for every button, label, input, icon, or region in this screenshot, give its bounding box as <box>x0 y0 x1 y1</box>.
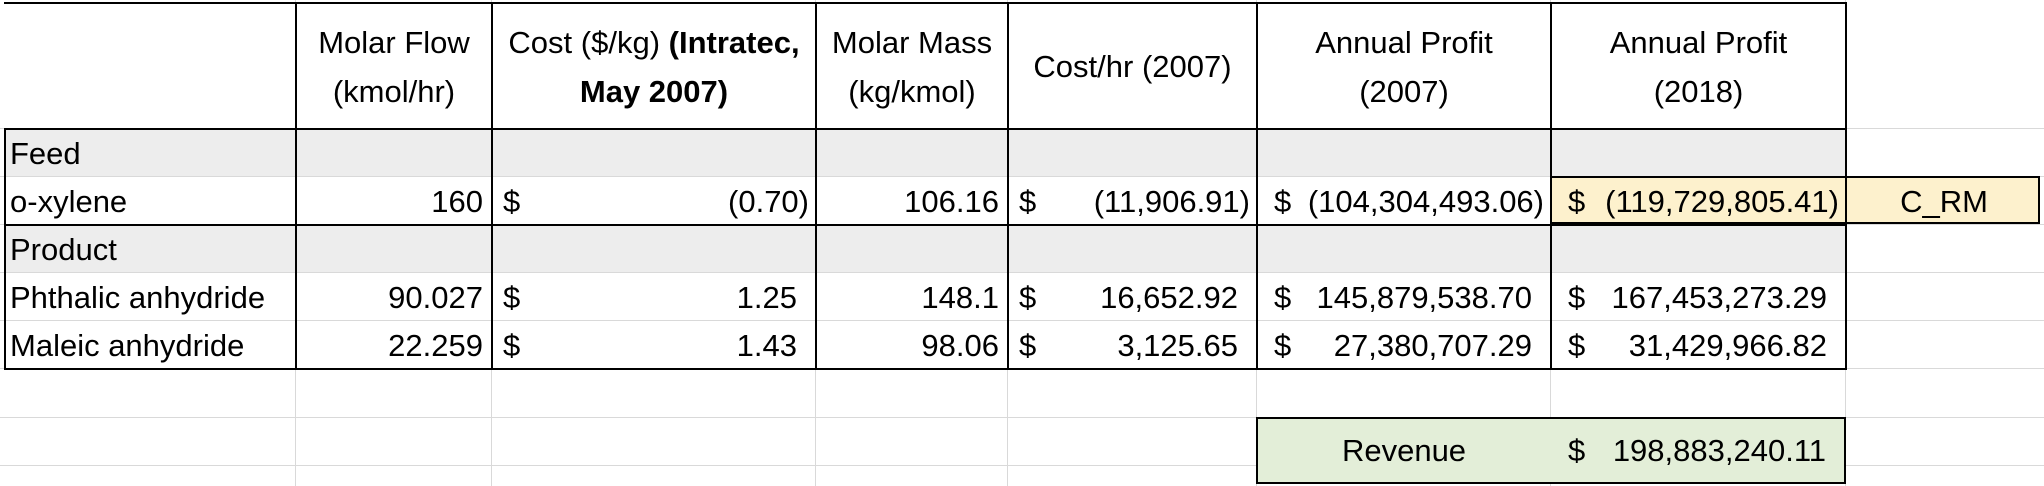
molar-mass-cell[interactable]: 106.16 <box>904 183 999 219</box>
cost-cell[interactable]: 1.25 <box>736 279 797 315</box>
revenue-label[interactable]: Revenue <box>1341 433 1467 468</box>
profit-2007-cell[interactable]: 145,879,538.70 <box>1316 279 1533 315</box>
cost-hr-cell[interactable]: 16,652.92 <box>1100 279 1238 315</box>
o-xylene-2018-highlight[interactable] <box>1550 176 2040 224</box>
row-name[interactable]: o-xylene <box>10 183 128 219</box>
header-annual-profit-2007[interactable]: Annual Profit (2007) <box>1315 25 1493 109</box>
cost-hr-cell[interactable]: (11,906.91) <box>1093 183 1250 219</box>
cost-cell[interactable]: 1.43 <box>736 327 797 363</box>
row-name[interactable]: Phthalic anhydride <box>10 279 266 315</box>
header-molar-mass[interactable]: Molar Mass (kg/kmol) <box>831 25 993 109</box>
profit-2018-cell[interactable]: 31,429,966.82 <box>1628 327 1827 363</box>
molar-mass-cell[interactable]: 148.1 <box>921 279 999 315</box>
profit-2018-cell[interactable]: 167,453,273.29 <box>1611 279 1828 315</box>
revenue-value[interactable]: 198,883,240.11 <box>1612 433 1826 468</box>
revenue-highlight[interactable] <box>1256 417 1846 484</box>
header-annual-profit-2018[interactable]: Annual Profit (2018) <box>1609 25 1788 109</box>
cost-hr-currency: $ <box>1019 183 1037 219</box>
profit-2007-cell[interactable]: (104,304,493.06) <box>1307 183 1544 219</box>
row-name[interactable]: Maleic anhydride <box>10 327 245 363</box>
feed-band <box>4 130 1846 176</box>
cost-hr-cell[interactable]: 3,125.65 <box>1117 327 1238 363</box>
cost-hr-currency: $ <box>1019 279 1037 315</box>
profit-2018-currency: $ <box>1568 183 1586 219</box>
revenue-currency: $ <box>1568 433 1586 468</box>
molar-flow-cell[interactable]: 22.259 <box>388 327 483 363</box>
header-cost-per-kg[interactable]: Cost ($/kg) (Intratec, May 2007) <box>508 25 800 109</box>
product-band <box>4 226 1846 272</box>
header-molar-flow[interactable]: Molar Flow (kmol/hr) <box>318 25 470 109</box>
profit-2007-currency: $ <box>1274 327 1292 363</box>
cost-currency: $ <box>503 279 521 315</box>
cost-cell[interactable]: (0.70) <box>728 183 809 219</box>
section-product[interactable]: Product <box>10 231 117 267</box>
cost-currency: $ <box>503 183 521 219</box>
cost-hr-currency: $ <box>1019 327 1037 363</box>
c-rm-note[interactable]: C_RM <box>1900 183 1988 219</box>
header-cost-per-hr[interactable]: Cost/hr (2007) <box>1033 49 1232 84</box>
profit-2018-currency: $ <box>1568 279 1586 315</box>
profit-2018-cell[interactable]: (119,729,805.41) <box>1605 183 1839 219</box>
profit-2007-currency: $ <box>1274 279 1292 315</box>
molar-mass-cell[interactable]: 98.06 <box>921 327 999 363</box>
molar-flow-cell[interactable]: 90.027 <box>388 279 483 315</box>
molar-flow-cell[interactable]: 160 <box>431 183 483 219</box>
profit-2007-currency: $ <box>1274 183 1292 219</box>
profit-2018-currency: $ <box>1568 327 1586 363</box>
profit-2007-cell[interactable]: 27,380,707.29 <box>1333 327 1532 363</box>
section-feed[interactable]: Feed <box>10 135 81 171</box>
cost-currency: $ <box>503 327 521 363</box>
